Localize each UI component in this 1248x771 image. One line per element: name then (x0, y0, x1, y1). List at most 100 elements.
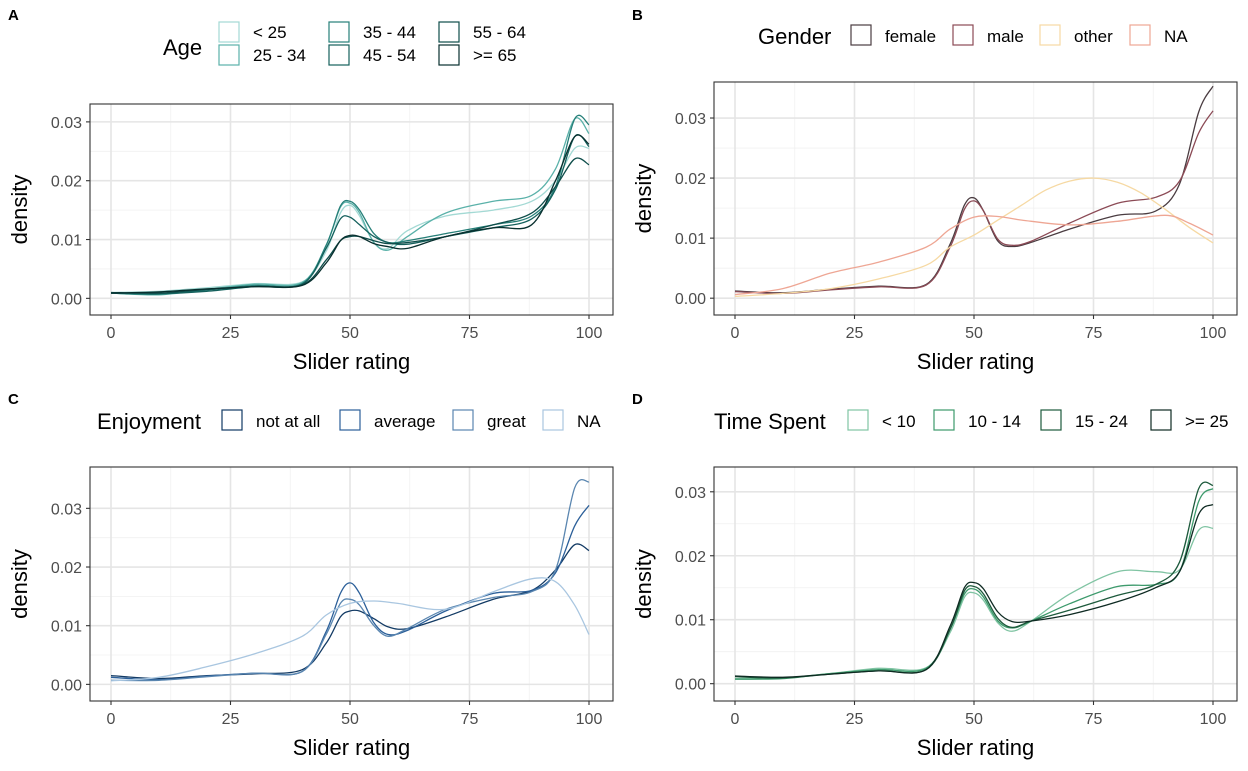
legend-label: NA (1164, 27, 1188, 46)
y-tick-label: 0.00 (51, 291, 82, 308)
x-tick-label: 25 (222, 711, 240, 728)
legend-item: 45 - 54 (328, 44, 416, 66)
legend-item: NA (542, 409, 601, 431)
legend-item: >= 25 (1150, 409, 1229, 431)
panel-b: B 0 25 50 75 100 0.00 0.01 0.02 0.03 Slider rating… (631, 7, 1238, 374)
grid (714, 467, 1237, 701)
axes: 0 25 50 75 100 0.00 0.01 0.02 0.03 Slider rating d… (631, 485, 1226, 760)
y-tick-label: 0.03 (51, 501, 82, 518)
y-tick-label: 0.02 (675, 171, 706, 188)
legend-key (1039, 24, 1061, 46)
y-tick-label: 0.00 (675, 291, 706, 308)
legend: Time Spent < 10 10 - 14 15 - 24 >= 25 (714, 409, 1229, 434)
y-tick-label: 0.01 (675, 231, 706, 248)
panel-d: D 0 25 50 75 100 0.00 0.01 0.02 0.03 Slider rating… (631, 391, 1238, 760)
y-tick-label: 0.00 (675, 677, 706, 694)
legend-label: great (487, 412, 526, 431)
series-line--25 (734, 503, 1214, 678)
legend-key (328, 44, 350, 66)
legend-key (221, 409, 243, 431)
x-axis-title: Slider rating (293, 349, 410, 374)
legend-item: 35 - 44 (328, 21, 416, 43)
legend-item: 25 - 34 (218, 44, 306, 66)
legend-item: 10 - 14 (933, 409, 1021, 431)
series-line-other (734, 177, 1214, 298)
legend-item: not at all (221, 409, 320, 431)
legend-label: 10 - 14 (968, 412, 1021, 431)
panel-a: A 0 25 50 75 100 0.00 0.01 0.02 0.03 Slider rating… (7, 7, 614, 374)
x-tick-label: 25 (846, 325, 864, 342)
legend-item: average (339, 409, 435, 431)
legend: Age < 25 25 - 34 35 - 44 45 - 54 55 - 64 >= 65 (163, 21, 526, 66)
axes: 0 25 50 75 100 0.00 0.01 0.02 0.03 Slider rating d… (631, 111, 1226, 374)
series-line-25-34 (110, 117, 590, 296)
legend-item: female (850, 24, 936, 46)
legend-label: other (1074, 27, 1113, 46)
grid (714, 82, 1237, 315)
series-line-great (110, 479, 590, 682)
legend-key (328, 21, 350, 43)
y-axis-title: density (631, 549, 656, 619)
series-line-na (110, 577, 590, 682)
legend-label: < 25 (253, 23, 287, 42)
x-tick-label: 50 (965, 711, 983, 728)
y-tick-label: 0.01 (51, 619, 82, 636)
x-tick-label: 100 (1200, 711, 1227, 728)
x-tick-label: 100 (1200, 325, 1227, 342)
y-tick-label: 0.01 (675, 613, 706, 630)
y-tick-label: 0.03 (675, 111, 706, 128)
legend-key (452, 409, 474, 431)
legend-key (218, 44, 240, 66)
legend-item: other (1039, 24, 1113, 46)
legend-label: NA (577, 412, 601, 431)
panel-letter: C (8, 391, 19, 408)
series-line-10-14 (734, 488, 1214, 680)
x-tick-label: 50 (341, 325, 359, 342)
plot-border (89, 466, 614, 702)
legend-key (1150, 409, 1172, 431)
legend-item: great (452, 409, 526, 431)
panel-letter: D (632, 391, 643, 408)
legend-label: average (374, 412, 435, 431)
legend-title: Time Spent (714, 409, 826, 434)
plot-border (713, 466, 1238, 702)
legend-key (1040, 409, 1062, 431)
x-tick-label: 0 (731, 711, 740, 728)
legend-item: male (952, 24, 1024, 46)
x-tick-label: 75 (461, 325, 479, 342)
y-tick-label: 0.03 (51, 115, 82, 132)
legend-key (438, 21, 460, 43)
legend: Enjoyment not at all average great NA (97, 409, 601, 434)
panel-letter: B (632, 7, 643, 24)
legend-item: NA (1129, 24, 1188, 46)
legend-item: < 25 (218, 21, 287, 43)
legend-item: 15 - 24 (1040, 409, 1128, 431)
legend-label: female (885, 27, 936, 46)
x-tick-label: 100 (576, 325, 603, 342)
plot-background (714, 467, 1237, 701)
legend: Gender female male other NA (758, 24, 1188, 49)
legend-label: 35 - 44 (363, 23, 416, 42)
y-axis-title: density (631, 164, 656, 234)
legend-item: 55 - 64 (438, 21, 526, 43)
series-line-35-44 (110, 114, 590, 295)
y-tick-label: 0.02 (51, 560, 82, 577)
axes: 0 25 50 75 100 0.00 0.01 0.02 0.03 Slider rating d… (7, 501, 602, 760)
axes: 0 25 50 75 100 0.00 0.01 0.02 0.03 Slider rating d… (7, 115, 602, 374)
x-axis-title: Slider rating (917, 349, 1034, 374)
y-tick-label: 0.03 (675, 485, 706, 502)
series-line-na (734, 214, 1214, 296)
legend-key (847, 409, 869, 431)
x-axis-title: Slider rating (917, 735, 1034, 760)
plot-background (90, 104, 613, 315)
y-axis-title: density (7, 175, 32, 245)
legend-label: male (987, 27, 1024, 46)
legend-label: 15 - 24 (1075, 412, 1128, 431)
x-tick-label: 75 (461, 711, 479, 728)
series-line--65 (110, 134, 590, 294)
legend-label: 45 - 54 (363, 46, 416, 65)
legend-key (933, 409, 955, 431)
legend-label: >= 65 (473, 46, 517, 65)
legend-key (542, 409, 564, 431)
